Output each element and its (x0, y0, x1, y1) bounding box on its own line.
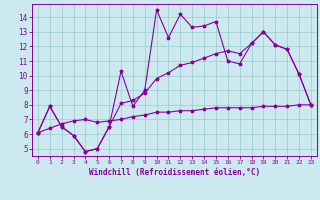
X-axis label: Windchill (Refroidissement éolien,°C): Windchill (Refroidissement éolien,°C) (89, 168, 260, 177)
